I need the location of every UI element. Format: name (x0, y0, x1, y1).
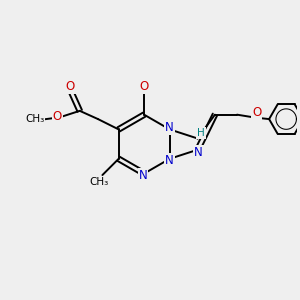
Text: O: O (66, 80, 75, 93)
Text: N: N (165, 154, 174, 167)
Text: H: H (197, 128, 205, 138)
Text: N: N (194, 146, 203, 159)
Text: O: O (53, 110, 62, 123)
Text: N: N (165, 121, 174, 134)
Text: CH₃: CH₃ (89, 176, 109, 187)
Text: CH₃: CH₃ (26, 114, 45, 124)
Text: O: O (252, 106, 261, 119)
Text: O: O (140, 80, 149, 93)
Text: N: N (139, 169, 147, 182)
